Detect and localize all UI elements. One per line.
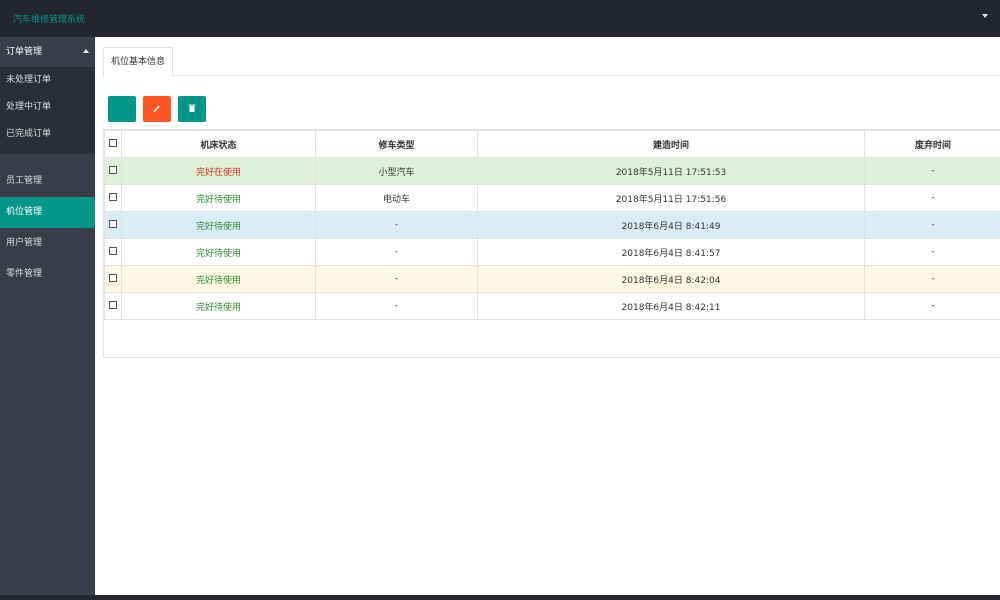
row-checkbox[interactable] — [104, 157, 122, 185]
table-cell: - — [864, 157, 1000, 185]
table-cell: - — [864, 184, 1000, 212]
table-cell: - — [315, 211, 478, 239]
submenu: 未处理订单处理中订单已完成订单 — [0, 67, 95, 154]
table-cell: 完好待使用 — [121, 265, 316, 293]
table-cell: - — [315, 265, 478, 293]
table-cell: - — [864, 211, 1000, 239]
table-row[interactable]: 完好待使用 -2018年6月4日 8:41:57- — [104, 238, 1000, 266]
bottom-bar — [0, 595, 1000, 600]
menu-item[interactable]: 用户管理 — [6, 238, 43, 248]
app-title: 汽车维修管理系统 — [13, 15, 86, 25]
table-cell: 完好待使用 — [121, 238, 316, 266]
data-table: 机床状态 修车类型 建造时间 废弃时间 完好在使用 小型汽车 2018年5月11日 17:… — [104, 130, 1000, 320]
table-row[interactable]: 完好在使用 小型汽车 2018年5月11日 17:51:53- — [104, 157, 1000, 185]
sidebar: 订单管理 未处理订单处理中订单已完成订单 员工管理机位管理用户管理零件管理 — [0, 37, 95, 595]
table-cell: 完好待使用 — [121, 184, 316, 212]
menu-group-label: 订单管理 — [6, 47, 43, 57]
menu-item[interactable]: 未处理订单 — [6, 75, 52, 85]
table-row[interactable]: 完好待使用 -2018年6月4日 8:41:49- — [104, 211, 1000, 239]
table-cell: 完好待使用 — [121, 292, 316, 320]
menu-item[interactable]: 已完成订单 — [6, 129, 52, 139]
table-cell: 2018年6月4日 8:42:11 — [477, 292, 865, 320]
edit-button[interactable] — [143, 96, 171, 122]
row-checkbox[interactable] — [104, 238, 122, 266]
table-cell: 2018年5月11日 17:51:53 — [477, 157, 865, 185]
table-row[interactable]: 完好待使用 电动车 2018年5月11日 17:51:56- — [104, 184, 1000, 212]
delete-button[interactable] — [178, 96, 206, 122]
tab[interactable]: 机位基本信息 — [103, 47, 174, 77]
row-checkbox[interactable] — [104, 265, 122, 293]
table-cell: 完好待使用 — [121, 211, 316, 239]
table-row[interactable]: 完好待使用 -2018年6月4日 8:42:11- — [104, 292, 1000, 320]
table-cell: 小型汽车 — [315, 157, 478, 185]
menu-item[interactable]: 机位管理 — [0, 197, 95, 228]
table-cell: 2018年6月4日 8:41:57 — [477, 238, 865, 266]
table-cell: 2018年5月11日 17:51:56 — [477, 184, 865, 212]
menu-item[interactable]: 零件管理 — [6, 269, 43, 279]
add-button[interactable] — [108, 96, 136, 122]
edit-icon — [153, 105, 160, 113]
table-cell: 完好在使用 — [121, 157, 316, 185]
tab-bar: 机位基本信息 — [103, 47, 1000, 77]
column-header: 机床状态 — [121, 130, 316, 158]
row-checkbox[interactable] — [104, 211, 122, 239]
row-checkbox[interactable] — [104, 292, 122, 320]
table-cell: - — [864, 265, 1000, 293]
menu-item[interactable]: 员工管理 — [6, 176, 43, 186]
user-menu-caret[interactable] — [982, 14, 988, 18]
table-cell: - — [864, 292, 1000, 320]
table-cell: - — [315, 292, 478, 320]
menu-group[interactable]: 订单管理 — [0, 37, 95, 67]
row-checkbox[interactable] — [104, 184, 122, 212]
table-container: 机床状态 修车类型 建造时间 废弃时间 完好在使用 小型汽车 2018年5月11日 17:… — [103, 129, 1000, 358]
menu: 员工管理机位管理用户管理零件管理 — [0, 166, 95, 290]
column-header: 建造时间 — [477, 130, 865, 158]
table-row[interactable]: 完好待使用 -2018年6月4日 8:42:04- — [104, 265, 1000, 293]
table-cell: - — [315, 238, 478, 266]
column-header: 废弃时间 — [864, 130, 1000, 158]
table-cell: 2018年6月4日 8:42:04 — [477, 265, 865, 293]
main-content: 机位基本信息 机床状态 修车类型 建造时间 废弃时间 完好在使用 小型汽车 2018年5月… — [95, 37, 1000, 595]
menu-item[interactable]: 处理中订单 — [6, 102, 52, 112]
table-cell: 电动车 — [315, 184, 478, 212]
table-cell: - — [864, 238, 1000, 266]
column-header: 修车类型 — [315, 130, 478, 158]
top-bar: 汽车维修管理系统 — [0, 0, 1000, 37]
header-row: 机床状态 修车类型 建造时间 废弃时间 — [104, 130, 1000, 158]
delete-icon — [188, 104, 196, 112]
collapse-icon — [83, 49, 89, 53]
select-all[interactable] — [104, 130, 122, 158]
table-cell: 2018年6月4日 8:41:49 — [477, 211, 865, 239]
